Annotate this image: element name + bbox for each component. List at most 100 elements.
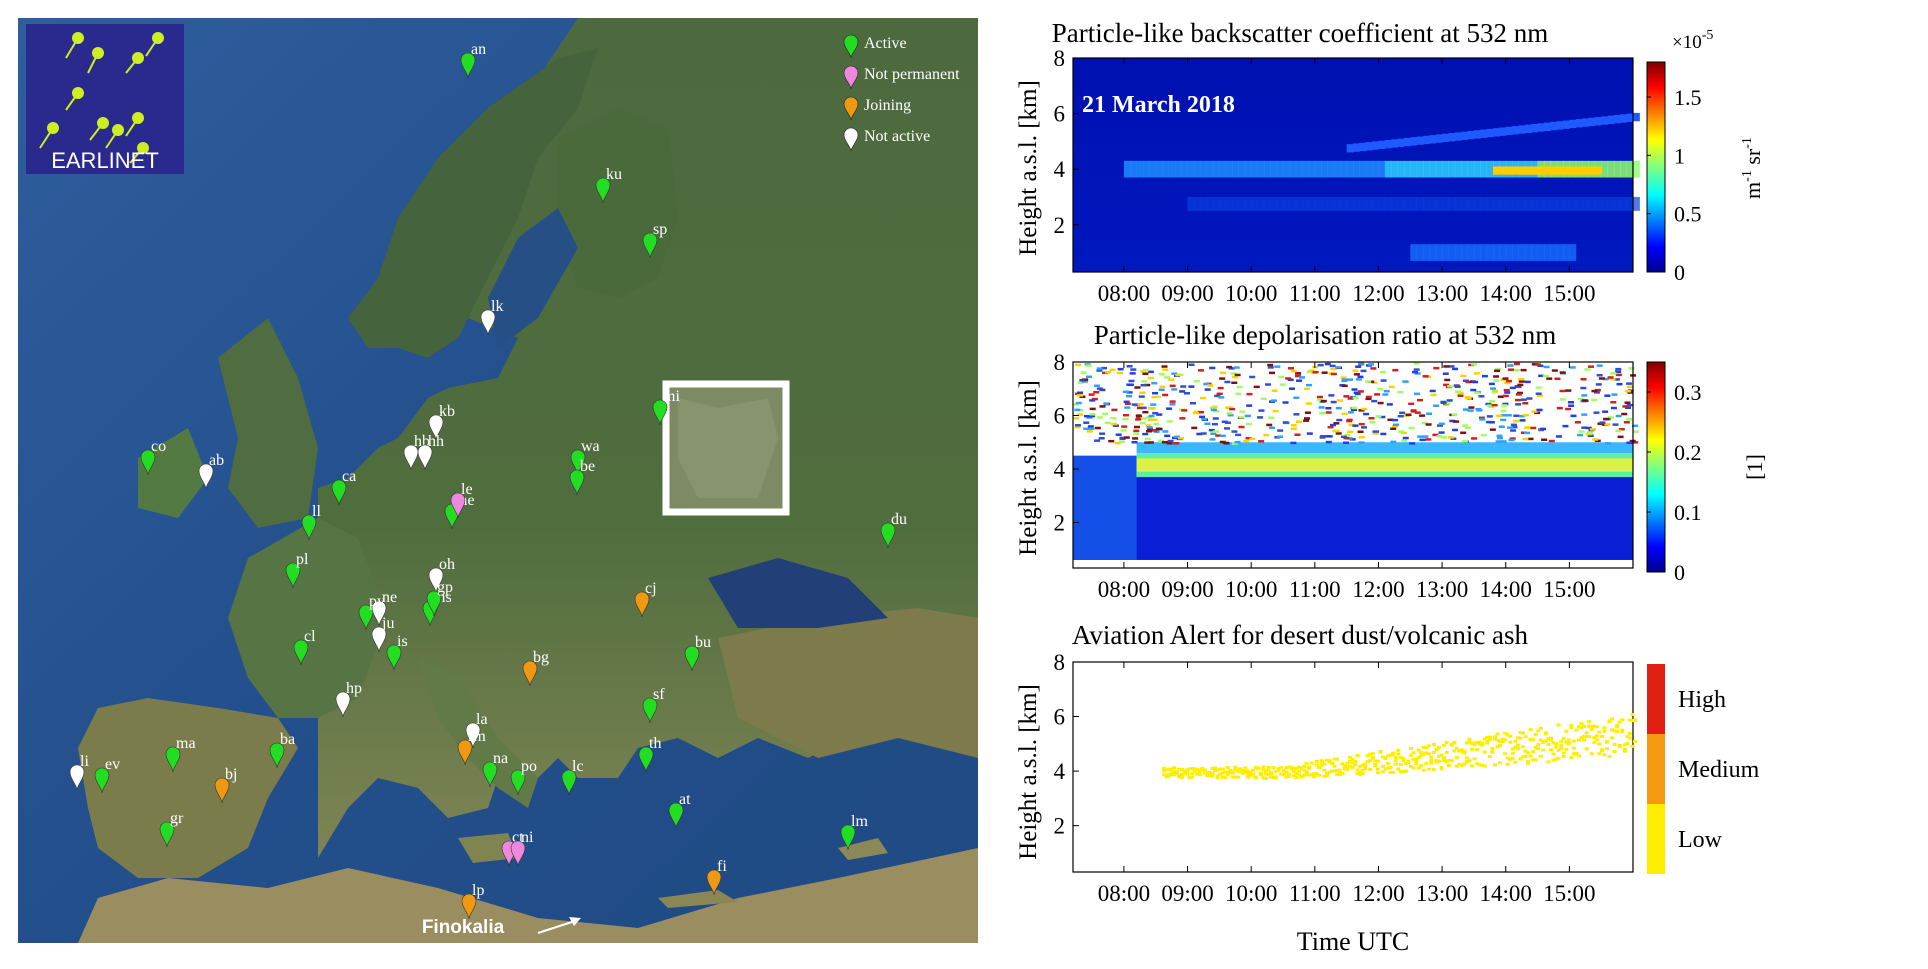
station-ku[interactable]: ku (595, 166, 622, 204)
alert-cell (1358, 771, 1363, 775)
station-fi[interactable]: fi (706, 858, 727, 896)
alert-cell (1302, 765, 1307, 769)
station-ab[interactable]: ab (198, 452, 224, 490)
depol-cell (1295, 420, 1302, 424)
alert-cell (1470, 747, 1475, 751)
alert-cell (1515, 736, 1520, 740)
station-py[interactable]: py (358, 593, 385, 631)
station-marker-icon (595, 177, 611, 204)
station-ju[interactable]: ju (371, 615, 394, 653)
depol-cell (1413, 362, 1420, 365)
station-ev[interactable]: ev (94, 756, 120, 794)
station-sp[interactable]: sp (642, 221, 667, 259)
station-th[interactable]: th (638, 735, 661, 773)
station-an[interactable]: an (460, 41, 486, 79)
station-co[interactable]: co (140, 438, 166, 476)
station-ma[interactable]: ma (165, 735, 196, 773)
alert-cell (1279, 765, 1284, 769)
backscatter-cell (1410, 137, 1418, 146)
station-rm[interactable]: rm (457, 728, 486, 766)
station-ll[interactable]: ll (301, 503, 321, 541)
depol-cell (1127, 383, 1134, 387)
backscatter-cell (1136, 160, 1144, 178)
depol-cell (1392, 368, 1399, 372)
backscatter-cell (1123, 160, 1131, 178)
backscatter-cell (1346, 144, 1354, 153)
station-pl[interactable]: pl (285, 551, 309, 589)
depol-cell (1123, 400, 1130, 404)
depol-cell (1151, 395, 1158, 399)
alert-cell (1615, 725, 1620, 729)
depol-cell (1265, 383, 1272, 386)
alert-cell (1238, 770, 1243, 774)
station-wa[interactable]: wa (570, 438, 600, 476)
alert-cell (1485, 741, 1490, 745)
alert-cell (1564, 729, 1569, 733)
station-marker-icon (510, 840, 526, 867)
station-at[interactable]: at (668, 791, 691, 829)
alert-cell (1472, 757, 1477, 761)
depol-cell (1507, 364, 1514, 367)
depol-cell (1101, 366, 1108, 370)
alert-cell (1454, 764, 1459, 768)
station-cj[interactable]: cj (634, 580, 657, 618)
station-be[interactable]: be (569, 458, 595, 496)
depol-cell (1191, 426, 1198, 430)
depol-cell (1462, 424, 1469, 427)
station-ni[interactable]: ni (510, 829, 534, 867)
depol-cell (1120, 429, 1127, 432)
alert-cell (1393, 756, 1398, 760)
depol-cell (1258, 440, 1265, 443)
station-gr[interactable]: gr (159, 810, 184, 848)
station-le[interactable]: le (450, 481, 473, 519)
station-bu[interactable]: bu (684, 634, 711, 672)
station-ca[interactable]: ca (331, 468, 356, 506)
alert-cell (1444, 760, 1449, 764)
station-lc[interactable]: lc (561, 758, 584, 796)
depol-cell (1305, 383, 1312, 387)
station-label: du (891, 511, 907, 528)
station-label: ju (381, 615, 394, 632)
station-bj[interactable]: bj (214, 766, 237, 804)
depol-cell (1099, 432, 1106, 435)
station-li[interactable]: li (69, 753, 89, 791)
alert-cell (1286, 765, 1291, 769)
station-hp[interactable]: hp (335, 680, 362, 718)
depol-cell (1496, 434, 1503, 438)
station-marker-icon (522, 660, 538, 687)
depol-cell (1087, 425, 1094, 428)
alert-cell (1503, 752, 1508, 756)
station-oh[interactable]: oh (428, 556, 455, 594)
station-gp[interactable]: gp (426, 579, 453, 617)
station-cl[interactable]: cl (293, 628, 316, 666)
depol-cell (1318, 406, 1325, 409)
depol-cell (1245, 436, 1252, 440)
station-la[interactable]: la (465, 711, 488, 749)
station-is[interactable]: is (386, 633, 408, 671)
depol-cell (1361, 407, 1368, 411)
depol-cell (1190, 402, 1197, 405)
station-sf[interactable]: sf (642, 686, 665, 724)
backscatter-cell (1206, 160, 1214, 178)
alert-cell (1169, 769, 1174, 773)
station-lp[interactable]: lp (461, 882, 484, 920)
y-tick-label: 8 (1054, 46, 1066, 71)
backscatter-cell (1550, 244, 1558, 261)
backscatter-cell (1213, 196, 1220, 211)
station-mi[interactable]: mi (652, 388, 680, 426)
alert-cell (1365, 760, 1370, 764)
station-lm[interactable]: lm (840, 813, 868, 851)
depol-cell (1425, 423, 1432, 426)
station-kb[interactable]: kb (428, 403, 455, 441)
depol-cell (1335, 432, 1342, 435)
alert-cell (1424, 751, 1429, 755)
station-hh[interactable]: hh (417, 433, 444, 471)
station-bg[interactable]: bg (522, 649, 549, 687)
depol-cell (1303, 419, 1310, 422)
station-na[interactable]: na (482, 750, 508, 788)
station-ba[interactable]: ba (269, 731, 295, 769)
station-ne[interactable]: ne (371, 589, 397, 627)
station-po[interactable]: po (510, 758, 537, 796)
station-du[interactable]: du (880, 511, 907, 549)
station-lk[interactable]: lk (480, 298, 503, 336)
